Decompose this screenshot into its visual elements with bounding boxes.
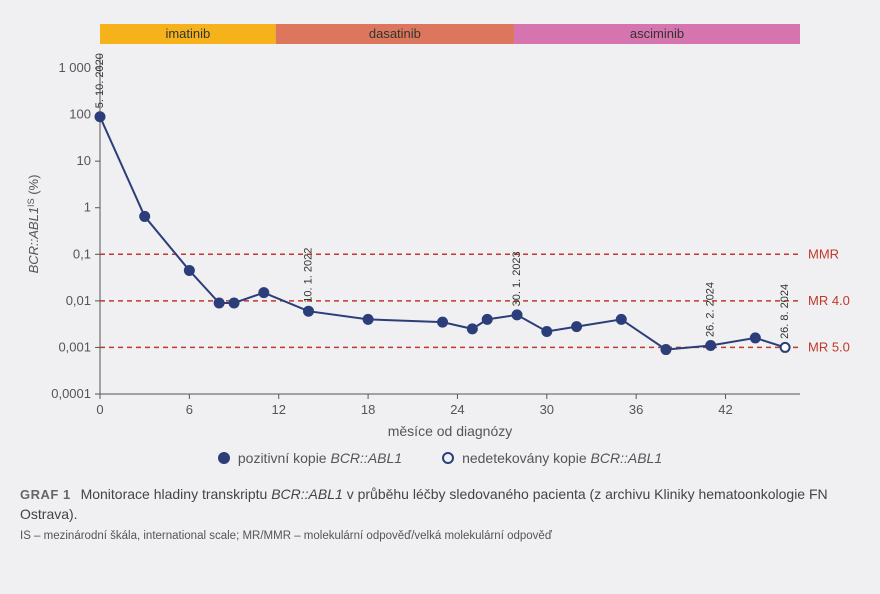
data-point-detected: [468, 324, 477, 333]
y-tick-label: 0,001: [58, 339, 91, 354]
x-tick-label: 12: [271, 402, 285, 417]
x-tick-label: 18: [361, 402, 375, 417]
y-tick-label: 0,01: [66, 293, 91, 308]
data-point-detected: [572, 322, 581, 331]
reference-line-label: MR 4.0: [808, 293, 850, 308]
data-point-detected: [304, 307, 313, 316]
reference-line-label: MR 5.0: [808, 339, 850, 354]
data-point-undetected: [781, 343, 790, 352]
x-tick-label: 42: [718, 402, 732, 417]
reference-line-label: MMR: [808, 246, 839, 261]
y-tick-label: 1: [84, 200, 91, 215]
data-line: [100, 117, 785, 350]
abbreviations: IS – mezinárodní škála, international sc…: [20, 530, 860, 542]
data-point-detected: [215, 298, 224, 307]
data-point-annotation: 5. 10. 2020: [94, 53, 106, 108]
chart-container: imatinib dasatinib asciminib 0,0001 0,001 0,0…: [20, 14, 860, 542]
data-point-annotation: 26. 2. 2024: [705, 282, 717, 337]
data-point-annotation: 26. 8. 2024: [779, 284, 791, 339]
data-point-annotation: 30. 1. 2023: [511, 251, 523, 306]
legend-item: nedetekovány kopie BCR::ABL1: [442, 450, 662, 466]
y-tick-label: 100: [69, 107, 91, 122]
legend-marker-filled-icon: [218, 452, 230, 464]
y-tick-label: 10: [77, 153, 91, 168]
x-tick-label: 6: [186, 402, 193, 417]
treatment-label: imatinib: [165, 26, 210, 41]
caption-label: GRAF 1: [20, 487, 71, 502]
treatment-label: asciminib: [630, 26, 684, 41]
data-point-detected: [661, 345, 670, 354]
x-tick-label: 36: [629, 402, 643, 417]
x-tick-label: 0: [96, 402, 103, 417]
data-point-detected: [364, 315, 373, 324]
data-point-detected: [706, 341, 715, 350]
data-point-detected: [140, 212, 149, 221]
y-tick-label: 1 000: [58, 60, 91, 75]
y-tick-label: 0,0001: [51, 386, 91, 401]
legend-label: pozitivní kopie BCR::ABL1: [238, 450, 402, 466]
x-axis-label: měsíce od diagnózy: [388, 423, 513, 439]
data-point-annotation: 10. 1. 2022: [303, 248, 315, 303]
data-point-detected: [617, 315, 626, 324]
data-point-detected: [230, 298, 239, 307]
y-tick-label: 0,1: [73, 246, 91, 261]
line-chart: imatinib dasatinib asciminib 0,0001 0,001 0,0…: [20, 14, 860, 444]
data-point-detected: [259, 288, 268, 297]
y-axis-label: BCR::ABL1IS (%): [26, 175, 41, 274]
figure-caption: GRAF 1 Monitorace hladiny transkriptu BC…: [20, 485, 860, 524]
x-tick-label: 24: [450, 402, 464, 417]
legend-label: nedetekovány kopie BCR::ABL1: [462, 450, 662, 466]
data-point-detected: [185, 266, 194, 275]
legend-item: pozitivní kopie BCR::ABL1: [218, 450, 402, 466]
caption-text-before: Monitorace hladiny transkriptu: [81, 486, 272, 502]
legend-marker-open-icon: [442, 452, 454, 464]
treatment-label: dasatinib: [369, 26, 421, 41]
data-point-detected: [542, 327, 551, 336]
data-point-detected: [751, 333, 760, 342]
chart-legend: pozitivní kopie BCR::ABL1 nedetekovány ko…: [20, 450, 860, 467]
data-point-detected: [438, 318, 447, 327]
data-point-detected: [513, 310, 522, 319]
data-point-detected: [96, 112, 105, 121]
caption-gene: BCR::ABL1: [271, 486, 343, 502]
data-point-detected: [483, 315, 492, 324]
x-tick-label: 30: [540, 402, 554, 417]
